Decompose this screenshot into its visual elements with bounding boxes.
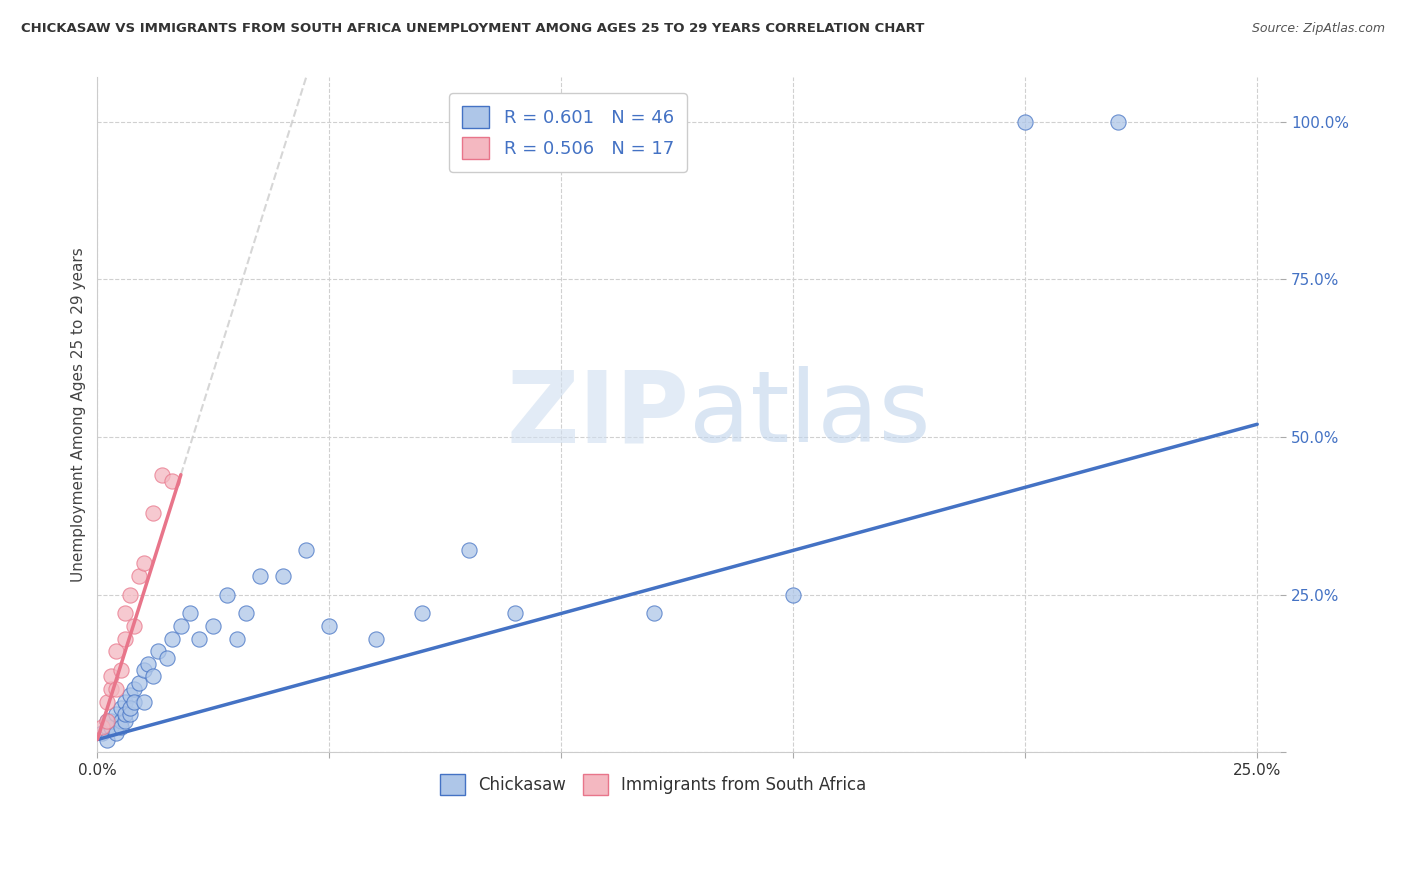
Point	[96, 714, 118, 728]
Point	[104, 726, 127, 740]
Point	[114, 632, 136, 646]
Point	[91, 726, 114, 740]
Point	[124, 682, 146, 697]
Point	[170, 619, 193, 633]
Point	[188, 632, 211, 646]
Point	[132, 695, 155, 709]
Point	[142, 669, 165, 683]
Point	[110, 663, 132, 677]
Y-axis label: Unemployment Among Ages 25 to 29 years: Unemployment Among Ages 25 to 29 years	[72, 247, 86, 582]
Point	[132, 556, 155, 570]
Point	[124, 619, 146, 633]
Point	[138, 657, 160, 671]
Point	[104, 707, 127, 722]
Point	[150, 467, 173, 482]
Point	[160, 632, 183, 646]
Point	[96, 720, 118, 734]
Point	[100, 714, 122, 728]
Point	[364, 632, 387, 646]
Point	[128, 568, 150, 582]
Point	[1107, 114, 1129, 128]
Point	[318, 619, 340, 633]
Text: atlas: atlas	[689, 367, 931, 463]
Point	[104, 644, 127, 658]
Point	[114, 695, 136, 709]
Point	[118, 701, 141, 715]
Point	[118, 689, 141, 703]
Point	[249, 568, 271, 582]
Point	[114, 714, 136, 728]
Point	[110, 701, 132, 715]
Point	[110, 714, 132, 728]
Point	[118, 587, 141, 601]
Point	[202, 619, 225, 633]
Point	[160, 474, 183, 488]
Point	[96, 695, 118, 709]
Point	[124, 695, 146, 709]
Point	[782, 587, 804, 601]
Point	[179, 607, 201, 621]
Point	[128, 675, 150, 690]
Point	[643, 607, 665, 621]
Text: CHICKASAW VS IMMIGRANTS FROM SOUTH AFRICA UNEMPLOYMENT AMONG AGES 25 TO 29 YEARS: CHICKASAW VS IMMIGRANTS FROM SOUTH AFRIC…	[21, 22, 925, 36]
Text: Source: ZipAtlas.com: Source: ZipAtlas.com	[1251, 22, 1385, 36]
Point	[271, 568, 294, 582]
Point	[503, 607, 526, 621]
Point	[142, 506, 165, 520]
Point	[295, 543, 318, 558]
Point	[225, 632, 247, 646]
Point	[118, 707, 141, 722]
Point	[104, 682, 127, 697]
Point	[91, 720, 114, 734]
Point	[110, 720, 132, 734]
Point	[235, 607, 257, 621]
Point	[114, 607, 136, 621]
Text: ZIP: ZIP	[506, 367, 689, 463]
Point	[146, 644, 169, 658]
Point	[100, 720, 122, 734]
Point	[100, 682, 122, 697]
Point	[100, 669, 122, 683]
Point	[217, 587, 239, 601]
Point	[156, 650, 179, 665]
Point	[457, 543, 479, 558]
Point	[132, 663, 155, 677]
Legend: Chickasaw, Immigrants from South Africa: Chickasaw, Immigrants from South Africa	[430, 764, 876, 805]
Point	[96, 714, 118, 728]
Point	[411, 607, 433, 621]
Point	[1014, 114, 1036, 128]
Point	[114, 707, 136, 722]
Point	[96, 732, 118, 747]
